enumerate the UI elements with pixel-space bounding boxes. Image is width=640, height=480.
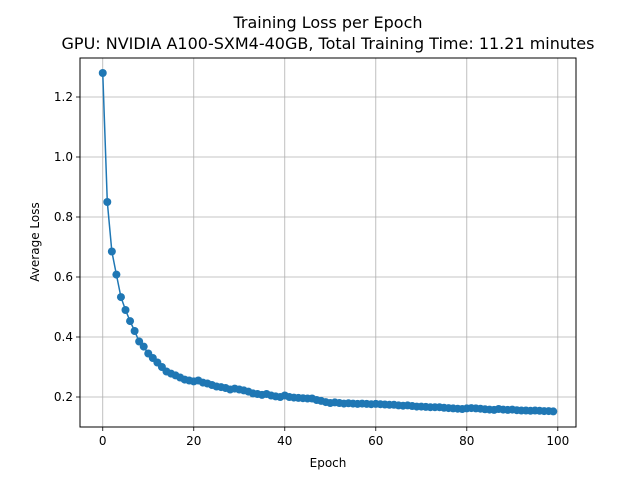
series-layer (98, 69, 558, 416)
chart-title: Training Loss per Epoch (232, 13, 422, 32)
x-tick-label: 40 (277, 434, 292, 448)
x-tick-label: 60 (368, 434, 383, 448)
plot-frame (79, 57, 577, 428)
chart-subtitle: GPU: NVIDIA A100-SXM4-40GB, Total Traini… (62, 34, 595, 53)
loss-point (130, 327, 139, 335)
x-tick-label: 100 (546, 434, 569, 448)
y-tick-label: 0.8 (54, 210, 73, 224)
loss-point (139, 342, 148, 351)
y-axis-label: Average Loss (28, 202, 42, 281)
loss-point (135, 337, 144, 346)
loss-point (107, 247, 116, 256)
loss-point (126, 317, 135, 326)
y-tick-label: 1.2 (54, 90, 73, 104)
x-tick-label: 20 (186, 434, 201, 448)
y-tick-label: 1.0 (54, 150, 73, 164)
loss-line (102, 72, 554, 413)
loss-point (121, 306, 130, 314)
grid-lines (80, 58, 576, 427)
x-tick-label: 80 (459, 434, 474, 448)
x-axis-ticks: 0 20 40 60 80 100 (99, 427, 569, 448)
x-axis-label: Epoch (310, 456, 347, 470)
loss-point (98, 69, 107, 77)
y-tick-label: 0.2 (54, 390, 73, 404)
loss-point (112, 270, 121, 279)
y-axis-ticks: 0.2 0.4 0.6 0.8 1.0 1.2 (54, 90, 80, 404)
loss-point (549, 407, 558, 416)
y-tick-label: 0.6 (54, 270, 73, 284)
y-tick-label: 0.4 (54, 330, 73, 344)
loss-point (103, 198, 112, 206)
x-tick-label: 0 (99, 434, 107, 448)
loss-point (116, 293, 125, 302)
